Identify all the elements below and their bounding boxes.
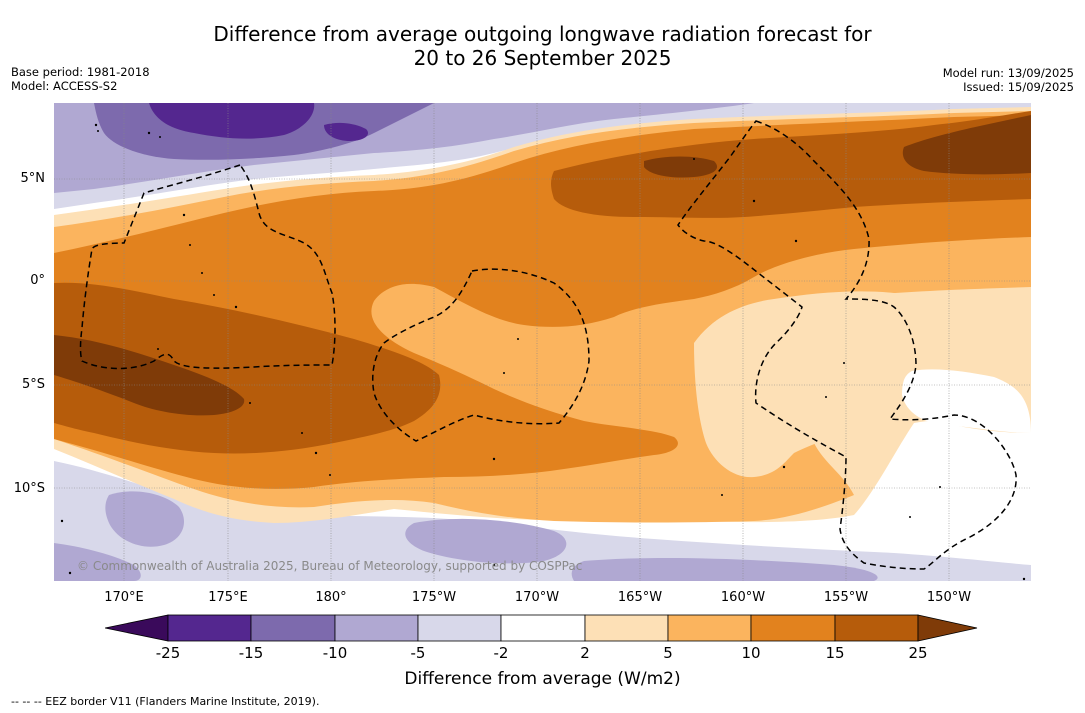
contour-bottom-purple-2 bbox=[405, 518, 567, 564]
contour-15-to-25-north bbox=[551, 111, 1031, 218]
lat-label-5n: 5°N bbox=[20, 171, 46, 186]
eez-borders bbox=[79, 120, 1017, 570]
model-text: Model: ACCESS-S2 bbox=[11, 79, 118, 93]
lon-label-160w: 160°W bbox=[720, 590, 766, 605]
colorbar-tick-15: 15 bbox=[825, 644, 845, 662]
colorbar-bin-2-5 bbox=[584, 614, 669, 642]
colorbar-tick-2: 2 bbox=[580, 644, 590, 662]
lon-label-175w: 175°W bbox=[411, 590, 457, 605]
colorbar-tick-minus5: -5 bbox=[410, 644, 426, 662]
eez-border-east bbox=[677, 120, 1017, 570]
lon-label-150w: 150°W bbox=[926, 590, 972, 605]
colorbar-max-extension bbox=[917, 614, 978, 642]
colorbar-tick-5: 5 bbox=[663, 644, 673, 662]
eez-legend: -- -- -- EEZ border V11 (Flanders Marine… bbox=[11, 695, 320, 708]
lon-label-165w: 165°W bbox=[617, 590, 663, 605]
colorbar-tick-10: 10 bbox=[741, 644, 761, 662]
lon-label-180: 180° bbox=[315, 590, 347, 605]
contour-above-25-north bbox=[644, 156, 718, 178]
title-line-1: Difference from average outgoing longwav… bbox=[213, 22, 872, 46]
lon-label-155w: 155°W bbox=[823, 590, 869, 605]
contour-bottom-purple-3 bbox=[571, 558, 878, 581]
chart-title: Difference from average outgoing longwav… bbox=[0, 22, 1085, 70]
colorbar-tick-minus25: -25 bbox=[155, 644, 181, 662]
copyright-notice: © Commonwealth of Australia 2025, Bureau… bbox=[77, 559, 583, 573]
lon-label-170e: 170°E bbox=[104, 590, 144, 605]
model-run-text: Model run: 13/09/2025 bbox=[942, 66, 1074, 80]
title-line-2: 20 to 26 September 2025 bbox=[413, 46, 672, 70]
contour-top-dark-purple bbox=[149, 103, 315, 139]
contour-bottom-light-purple bbox=[54, 461, 1031, 581]
lon-label-175e: 175°E bbox=[208, 590, 248, 605]
meta-left: Base period: 1981-2018 Model: ACCESS-S2 bbox=[11, 65, 150, 93]
colorbar-min-extension bbox=[105, 614, 169, 642]
lat-label-equator: 0° bbox=[30, 273, 45, 288]
contour-above-25-east bbox=[902, 115, 1031, 175]
colorbar-bin-minus2-2 bbox=[500, 614, 586, 642]
colorbar bbox=[105, 614, 978, 642]
colorbar-tick-minus15: -15 bbox=[238, 644, 264, 662]
colorbar-bin-minus25-minus15 bbox=[167, 614, 252, 642]
island-markers bbox=[60, 123, 1026, 581]
base-period-text: Base period: 1981-2018 bbox=[11, 65, 150, 79]
colorbar-tick-25: 25 bbox=[908, 644, 928, 662]
colorbar-label: Difference from average (W/m2) bbox=[404, 669, 681, 689]
issued-text: Issued: 15/09/2025 bbox=[963, 80, 1074, 94]
gridlines bbox=[54, 103, 1031, 581]
colorbar-bin-minus10-minus5 bbox=[334, 614, 419, 642]
colorbar-bin-5-10 bbox=[667, 614, 752, 642]
olr-anomaly-map bbox=[54, 103, 1031, 581]
eez-border-central bbox=[372, 268, 590, 442]
lat-label-5s: 5°S bbox=[21, 377, 45, 392]
colorbar-bin-10-15 bbox=[750, 614, 836, 642]
lon-label-170w: 170°W bbox=[514, 590, 560, 605]
colorbar-bin-minus5-minus2 bbox=[417, 614, 502, 642]
eez-border-west bbox=[79, 164, 336, 370]
meta-right: Model run: 13/09/2025 Issued: 15/09/2025 bbox=[943, 66, 1074, 94]
contour-15-to-25-main bbox=[54, 282, 441, 454]
contour-light-east bbox=[694, 291, 1031, 478]
colorbar-tick-minus10: -10 bbox=[322, 644, 348, 662]
colorbar-bin-minus15-minus10 bbox=[250, 614, 336, 642]
colorbar-bin-15-25 bbox=[834, 614, 919, 642]
colorbar-tick-minus2: -2 bbox=[493, 644, 509, 662]
lat-label-10s: 10°S bbox=[13, 481, 45, 496]
contour-bottom-left-purple bbox=[54, 543, 141, 581]
contour-above-25-west bbox=[54, 335, 245, 416]
contour-bottom-purple-1 bbox=[105, 491, 184, 547]
contour-top-dark-purple-2 bbox=[324, 122, 369, 141]
